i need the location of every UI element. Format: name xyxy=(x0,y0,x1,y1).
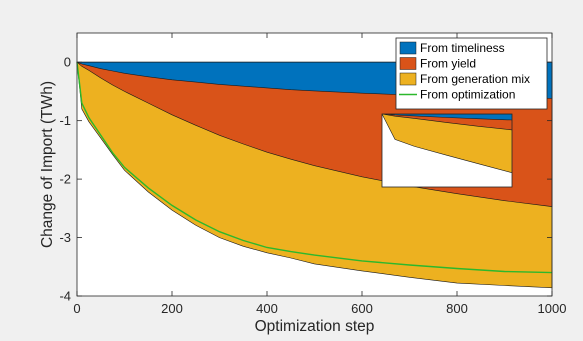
y-tick-label: -2 xyxy=(59,172,71,187)
x-tick-label: 0 xyxy=(73,301,80,316)
inset-area-from-generation-mix xyxy=(382,114,512,174)
y-axis: 0 -1 -2 -3 -4 xyxy=(59,55,552,304)
legend-box xyxy=(395,37,548,110)
y-tick-label: -1 xyxy=(59,113,71,128)
x-axis-label: Optimization step xyxy=(255,318,375,335)
legend-label-from-yield: From yield xyxy=(420,57,476,71)
line-series-group xyxy=(76,62,553,274)
x-tick-label: 400 xyxy=(256,301,278,316)
legend-label-from-optimization: From optimization xyxy=(420,88,515,102)
x-tick-label: 600 xyxy=(351,301,373,316)
x-tick-label: 1000 xyxy=(538,301,567,316)
y-tick-label: -4 xyxy=(59,289,71,304)
x-tick-label: 200 xyxy=(161,301,183,316)
legend-label-from-generation-mix: From generation mix xyxy=(420,72,530,86)
inset-plot xyxy=(381,113,513,188)
inset-frame xyxy=(381,113,513,188)
plot-frame xyxy=(76,32,553,297)
legend-swatch-from-yield xyxy=(399,57,417,70)
legend-label-from-timeliness: From timeliness xyxy=(420,41,505,55)
y-tick-label: -3 xyxy=(59,230,71,245)
x-axis: 0 200 400 600 800 1000 xyxy=(73,33,566,316)
line-from-optimization xyxy=(76,62,553,274)
inset-area-from-timeliness xyxy=(382,114,512,121)
legend-swatch-from-timeliness xyxy=(399,41,417,55)
x-tick-label: 800 xyxy=(446,301,468,316)
y-tick-label: 0 xyxy=(64,55,71,70)
legend-swatch-from-generation-mix xyxy=(399,72,417,86)
y-axis-label: Change of Import (TWh) xyxy=(39,81,56,248)
